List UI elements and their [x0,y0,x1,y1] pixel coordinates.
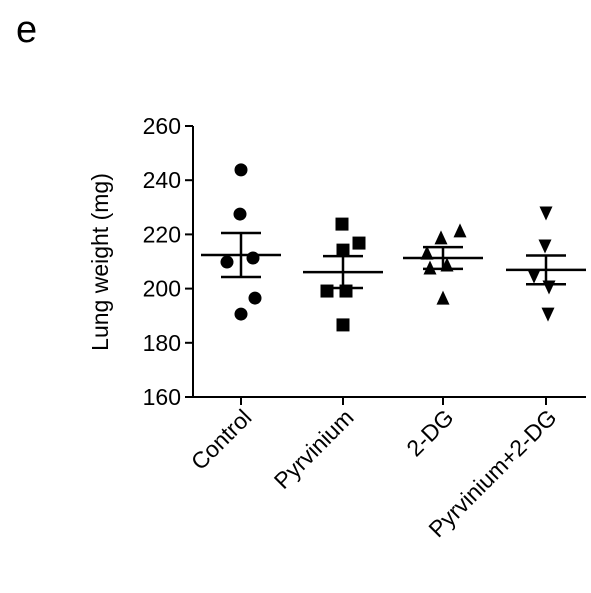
data-point [336,318,350,332]
data-point [420,245,434,260]
y-axis-label: Lung weight (mg) [87,173,113,351]
y-tick-label: 220 [143,221,181,247]
data-point [339,284,353,298]
y-tick-label: 260 [143,113,181,139]
y-tick-label: 160 [143,384,181,410]
data-point [453,223,467,238]
data-point [542,280,556,295]
y-tick-label: 240 [143,167,181,193]
error-bar [423,245,463,271]
data-point [234,163,248,177]
data-point [320,284,334,298]
x-tick-label: Control [186,404,257,475]
y-tick-label: 180 [143,330,181,356]
data-point [336,243,350,257]
data-point [248,291,262,305]
data-point [335,217,349,231]
data-point [233,207,247,221]
x-tick-label: Pyrvinium [269,404,359,494]
data-point [527,269,541,284]
panel-label: e [16,9,37,51]
data-point [541,307,555,322]
data-point [220,255,234,269]
error-bar [526,254,566,286]
data-point [434,230,448,245]
data-point [539,206,553,221]
y-tick-label: 200 [143,276,181,302]
x-tick-label: 2-DG [401,404,458,461]
data-point [538,239,552,254]
error-bar [221,231,261,279]
data-point [352,236,366,250]
data-point [234,307,248,321]
data-point [423,260,437,275]
data-point [246,251,260,265]
error-bar [323,254,363,290]
data-point [436,290,450,305]
